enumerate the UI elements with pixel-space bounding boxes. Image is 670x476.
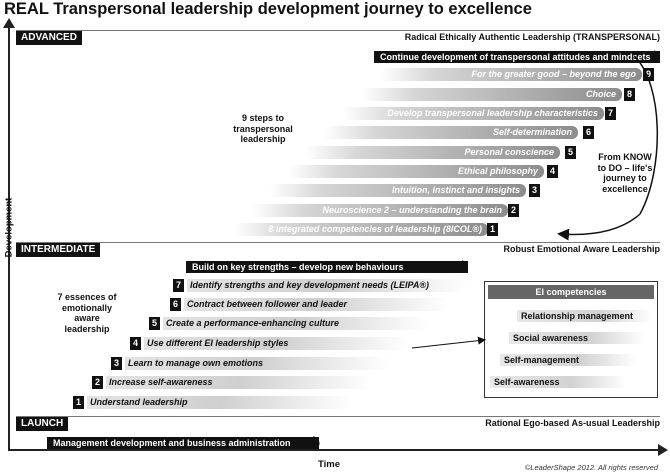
level-advanced-description: Radical Ethically Authentic Leadership (… <box>404 32 660 42</box>
journey-curve-arrow <box>557 55 658 241</box>
intermediate-top-bar: Build on key strengths – develop new beh… <box>186 261 468 273</box>
ei-competencies-title: EI competencies <box>488 285 654 299</box>
transpersonal-step-label: Choice <box>362 88 622 101</box>
essence-number: 4 <box>130 337 141 350</box>
x-axis <box>8 449 660 451</box>
transpersonal-step-2: Neuroscience 2 – understanding the brain… <box>252 204 524 217</box>
transpersonal-step-6: Self-determination 6 <box>324 126 596 139</box>
steps-note: 9 steps to transpersonal leadership <box>233 113 293 144</box>
transpersonal-step-label: 8 integrated competencies of leadership … <box>234 223 488 236</box>
ei-competency-item: Social awareness <box>509 332 645 344</box>
intermediate-curve-arrow <box>461 260 468 273</box>
essence-label: Understand leadership <box>87 396 352 409</box>
transpersonal-step-number: 4 <box>547 165 558 178</box>
level-launch: LAUNCH Rational Ego-based As-usual Leade… <box>16 416 660 431</box>
transpersonal-step-4: Ethical philosophy 4 <box>288 165 560 178</box>
transpersonal-curve-arrow <box>653 50 660 63</box>
essence-number: 6 <box>170 298 181 311</box>
level-intermediate-tag: INTERMEDIATE <box>16 243 101 257</box>
essence-label: Contract between follower and leader <box>184 298 449 311</box>
level-intermediate-description: Robust Emotional Aware Leadership <box>503 244 660 254</box>
page-title: REAL Transpersonal leadership developmen… <box>4 0 532 18</box>
essence-number: 3 <box>111 357 122 370</box>
essence-number: 2 <box>92 376 103 389</box>
x-axis-arrow <box>658 444 668 456</box>
transpersonal-step-number: 2 <box>508 204 519 217</box>
launch-curve-arrow <box>312 436 320 450</box>
ei-competencies-box: EI competencies Relationship management … <box>484 281 658 398</box>
transpersonal-step-8: Choice 8 <box>362 88 654 101</box>
transpersonal-step-number: 3 <box>529 184 540 197</box>
transpersonal-step-label: Self-determination <box>324 126 578 139</box>
transpersonal-step-label: Ethical philosophy <box>288 165 544 178</box>
level-launch-tag: LAUNCH <box>16 417 69 431</box>
essence-label: Identify strengths and key development n… <box>187 279 468 292</box>
transpersonal-step-number: 7 <box>605 107 616 120</box>
transpersonal-step-label: For the greater good – beyond the ego <box>381 68 642 81</box>
essence-label: Create a performance-enhancing culture <box>163 317 429 330</box>
ei-competency-item: Self-awareness <box>490 376 626 388</box>
essence-number: 5 <box>149 317 160 330</box>
essence-label: Use different EI leadership styles <box>144 337 409 350</box>
level-launch-description: Rational Ego-based As-usual Leadership <box>485 418 660 428</box>
x-axis-label: Time <box>318 459 341 470</box>
copyright: ©LeaderShape 2012. All rights reserved <box>524 463 658 472</box>
transpersonal-step-number: 8 <box>624 88 635 101</box>
transpersonal-step-label: Intuition, instinct and insights <box>270 184 526 197</box>
transpersonal-step-number: 5 <box>565 146 576 159</box>
transpersonal-step-9: For the greater good – beyond the ego 9 <box>381 68 654 81</box>
transpersonal-step-number: 6 <box>583 126 594 139</box>
essence-label: Increase self-awareness <box>106 376 371 389</box>
essence-label: Learn to manage own emotions <box>125 357 390 370</box>
transpersonal-step-number: 1 <box>487 223 498 236</box>
essence-number: 1 <box>73 396 84 409</box>
ei-competency-item: Relationship management <box>517 310 653 322</box>
level-intermediate: INTERMEDIATE Robust Emotional Aware Lead… <box>16 242 660 257</box>
transpersonal-step-label: Neuroscience 2 – understanding the brain <box>252 204 508 217</box>
journey-note: From KNOW to DO – life's journey to exce… <box>597 152 653 194</box>
transpersonal-step-number: 9 <box>643 68 654 81</box>
transpersonal-step-3: Intuition, instinct and insights 3 <box>270 184 542 197</box>
transpersonal-step-label: Develop transpersonal leadership charact… <box>343 107 604 120</box>
ei-competency-item: Self-management <box>500 354 636 366</box>
y-axis <box>8 22 10 450</box>
transpersonal-step-7: Develop transpersonal leadership charact… <box>343 107 654 120</box>
level-advanced-tag: ADVANCED <box>16 31 82 45</box>
transpersonal-step-1: 8 integrated competencies of leadership … <box>234 223 506 236</box>
essence-number: 7 <box>173 279 184 292</box>
transpersonal-step-5: Personal conscience 5 <box>306 146 578 159</box>
transpersonal-top-bar: Continue development of transpersonal at… <box>374 51 660 63</box>
essences-to-ei-arrow <box>411 336 486 349</box>
transpersonal-step-label: Personal conscience <box>306 146 560 159</box>
level-advanced: ADVANCED Radical Ethically Authentic Lea… <box>16 30 660 45</box>
launch-bar: Management development and business admi… <box>47 437 319 449</box>
essences-note: 7 essences of emotionally aware leadersh… <box>57 292 117 334</box>
